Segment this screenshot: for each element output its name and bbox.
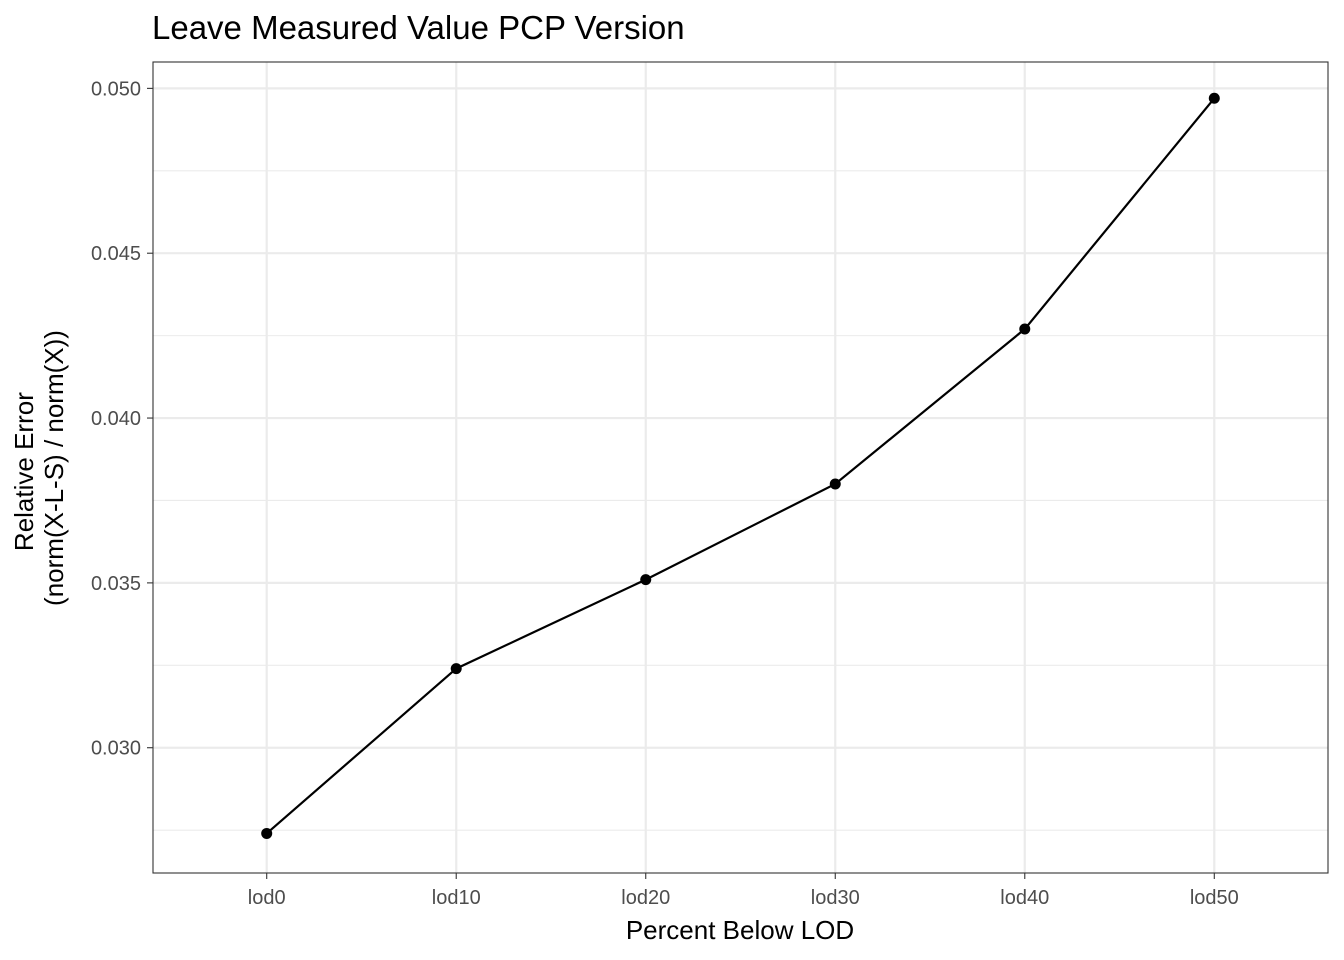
y-axis-title-line-1: Relative Error <box>9 392 39 551</box>
data-point <box>261 827 273 839</box>
y-axis-title: Relative Error (norm(X-L-S) / norm(X)) <box>9 330 69 606</box>
x-tick-label: lod50 <box>1190 887 1239 909</box>
data-point <box>1019 323 1031 335</box>
data-point <box>829 478 841 490</box>
data-point <box>450 663 462 675</box>
x-axis-title: Percent Below LOD <box>626 915 854 945</box>
panel-border <box>152 61 1329 874</box>
y-tick-label: 0.030 <box>91 738 141 760</box>
x-tick-label: lod10 <box>432 887 481 909</box>
grid <box>153 62 1328 873</box>
y-tick-label: 0.050 <box>91 78 141 100</box>
series-group <box>261 92 1220 839</box>
x-tick-label: lod0 <box>248 887 286 909</box>
data-point <box>1208 92 1220 104</box>
x-axis: lod0 lod10 lod20 lod30 lod40 lod50 <box>248 873 1239 909</box>
x-tick-label: lod40 <box>1000 887 1049 909</box>
y-tick-label: 0.040 <box>91 408 141 430</box>
y-axis: 0.030 0.035 0.040 0.045 0.050 <box>91 78 153 760</box>
y-axis-title-line-2: (norm(X-L-S) / norm(X)) <box>39 330 69 606</box>
y-tick-label: 0.035 <box>91 573 141 595</box>
chart-title: Leave Measured Value PCP Version <box>152 9 685 46</box>
x-tick-label: lod20 <box>621 887 670 909</box>
x-tick-label: lod30 <box>811 887 860 909</box>
y-tick-label: 0.045 <box>91 243 141 265</box>
series-line <box>265 97 1216 835</box>
data-point <box>640 574 652 586</box>
